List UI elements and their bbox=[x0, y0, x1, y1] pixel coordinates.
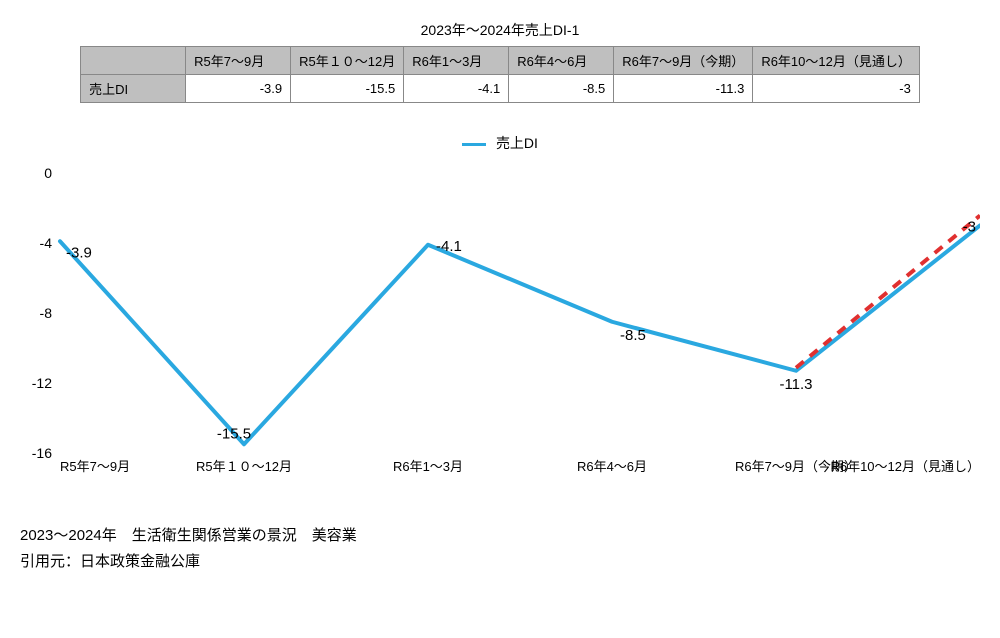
table-header-row: R5年7～9月 R5年１０～12月 R6年1～3月 R6年4～6月 R6年7～9… bbox=[81, 47, 920, 75]
footer: 2023～2024年 生活衛生関係営業の景況 美容業 引用元：日本政策金融公庫 bbox=[20, 523, 980, 574]
table-corner-cell bbox=[81, 47, 186, 75]
svg-text:-3: -3 bbox=[963, 219, 976, 236]
svg-text:-4.1: -4.1 bbox=[436, 238, 462, 255]
chart-svg: 0 -4 -8 -12 -16 R5年7～9月 R5年１０～12月 R6年1～3月 R6年4～6… bbox=[20, 163, 980, 483]
svg-text:R5年１０～12月: R5年１０～12月 bbox=[196, 459, 292, 474]
table-col-header: R6年7～9月（今期） bbox=[614, 47, 753, 75]
legend-swatch bbox=[462, 143, 486, 146]
line-chart: 0 -4 -8 -12 -16 R5年7～9月 R5年１０～12月 R6年1～3月 R6年4～6… bbox=[20, 163, 980, 483]
table-col-header: R5年１０～12月 bbox=[291, 47, 404, 75]
chart-legend: 売上DI bbox=[20, 133, 980, 153]
table-cell: -3 bbox=[753, 75, 920, 103]
svg-text:-8.5: -8.5 bbox=[620, 327, 646, 344]
svg-text:-4: -4 bbox=[40, 235, 53, 251]
svg-text:-3.9: -3.9 bbox=[66, 244, 92, 261]
footer-line-2: 引用元：日本政策金融公庫 bbox=[20, 549, 980, 575]
footer-line-1: 2023～2024年 生活衛生関係営業の景況 美容業 bbox=[20, 523, 980, 549]
table-col-header: R6年1～3月 bbox=[404, 47, 509, 75]
svg-text:R6年10～12月（見通し）: R6年10～12月（見通し） bbox=[830, 459, 980, 474]
svg-text:R5年7～9月: R5年7～9月 bbox=[60, 459, 130, 474]
svg-text:R6年4～6月: R6年4～6月 bbox=[577, 459, 647, 474]
table-cell: -15.5 bbox=[291, 75, 404, 103]
svg-text:-12: -12 bbox=[32, 375, 52, 391]
svg-text:-15.5: -15.5 bbox=[217, 425, 251, 442]
svg-text:-16: -16 bbox=[32, 445, 52, 461]
table-col-header: R5年7～9月 bbox=[186, 47, 291, 75]
svg-text:-11.3: -11.3 bbox=[779, 376, 812, 393]
data-table: R5年7～9月 R5年１０～12月 R6年1～3月 R6年4～6月 R6年7～9… bbox=[80, 46, 920, 103]
chart-title: 2023年～2024年売上DI-1 bbox=[20, 20, 980, 40]
table-data-row: 売上DI -3.9 -15.5 -4.1 -8.5 -11.3 -3 bbox=[81, 75, 920, 103]
svg-text:R6年1～3月: R6年1～3月 bbox=[393, 459, 463, 474]
table-col-header: R6年10～12月（見通し） bbox=[753, 47, 920, 75]
table-cell: -4.1 bbox=[404, 75, 509, 103]
table-col-header: R6年4～6月 bbox=[509, 47, 614, 75]
table-cell: -11.3 bbox=[614, 75, 753, 103]
table-row-label: 売上DI bbox=[81, 75, 186, 103]
table-cell: -8.5 bbox=[509, 75, 614, 103]
svg-text:0: 0 bbox=[44, 165, 52, 181]
svg-text:-8: -8 bbox=[40, 305, 53, 321]
legend-label: 売上DI bbox=[496, 135, 538, 151]
table-cell: -3.9 bbox=[186, 75, 291, 103]
